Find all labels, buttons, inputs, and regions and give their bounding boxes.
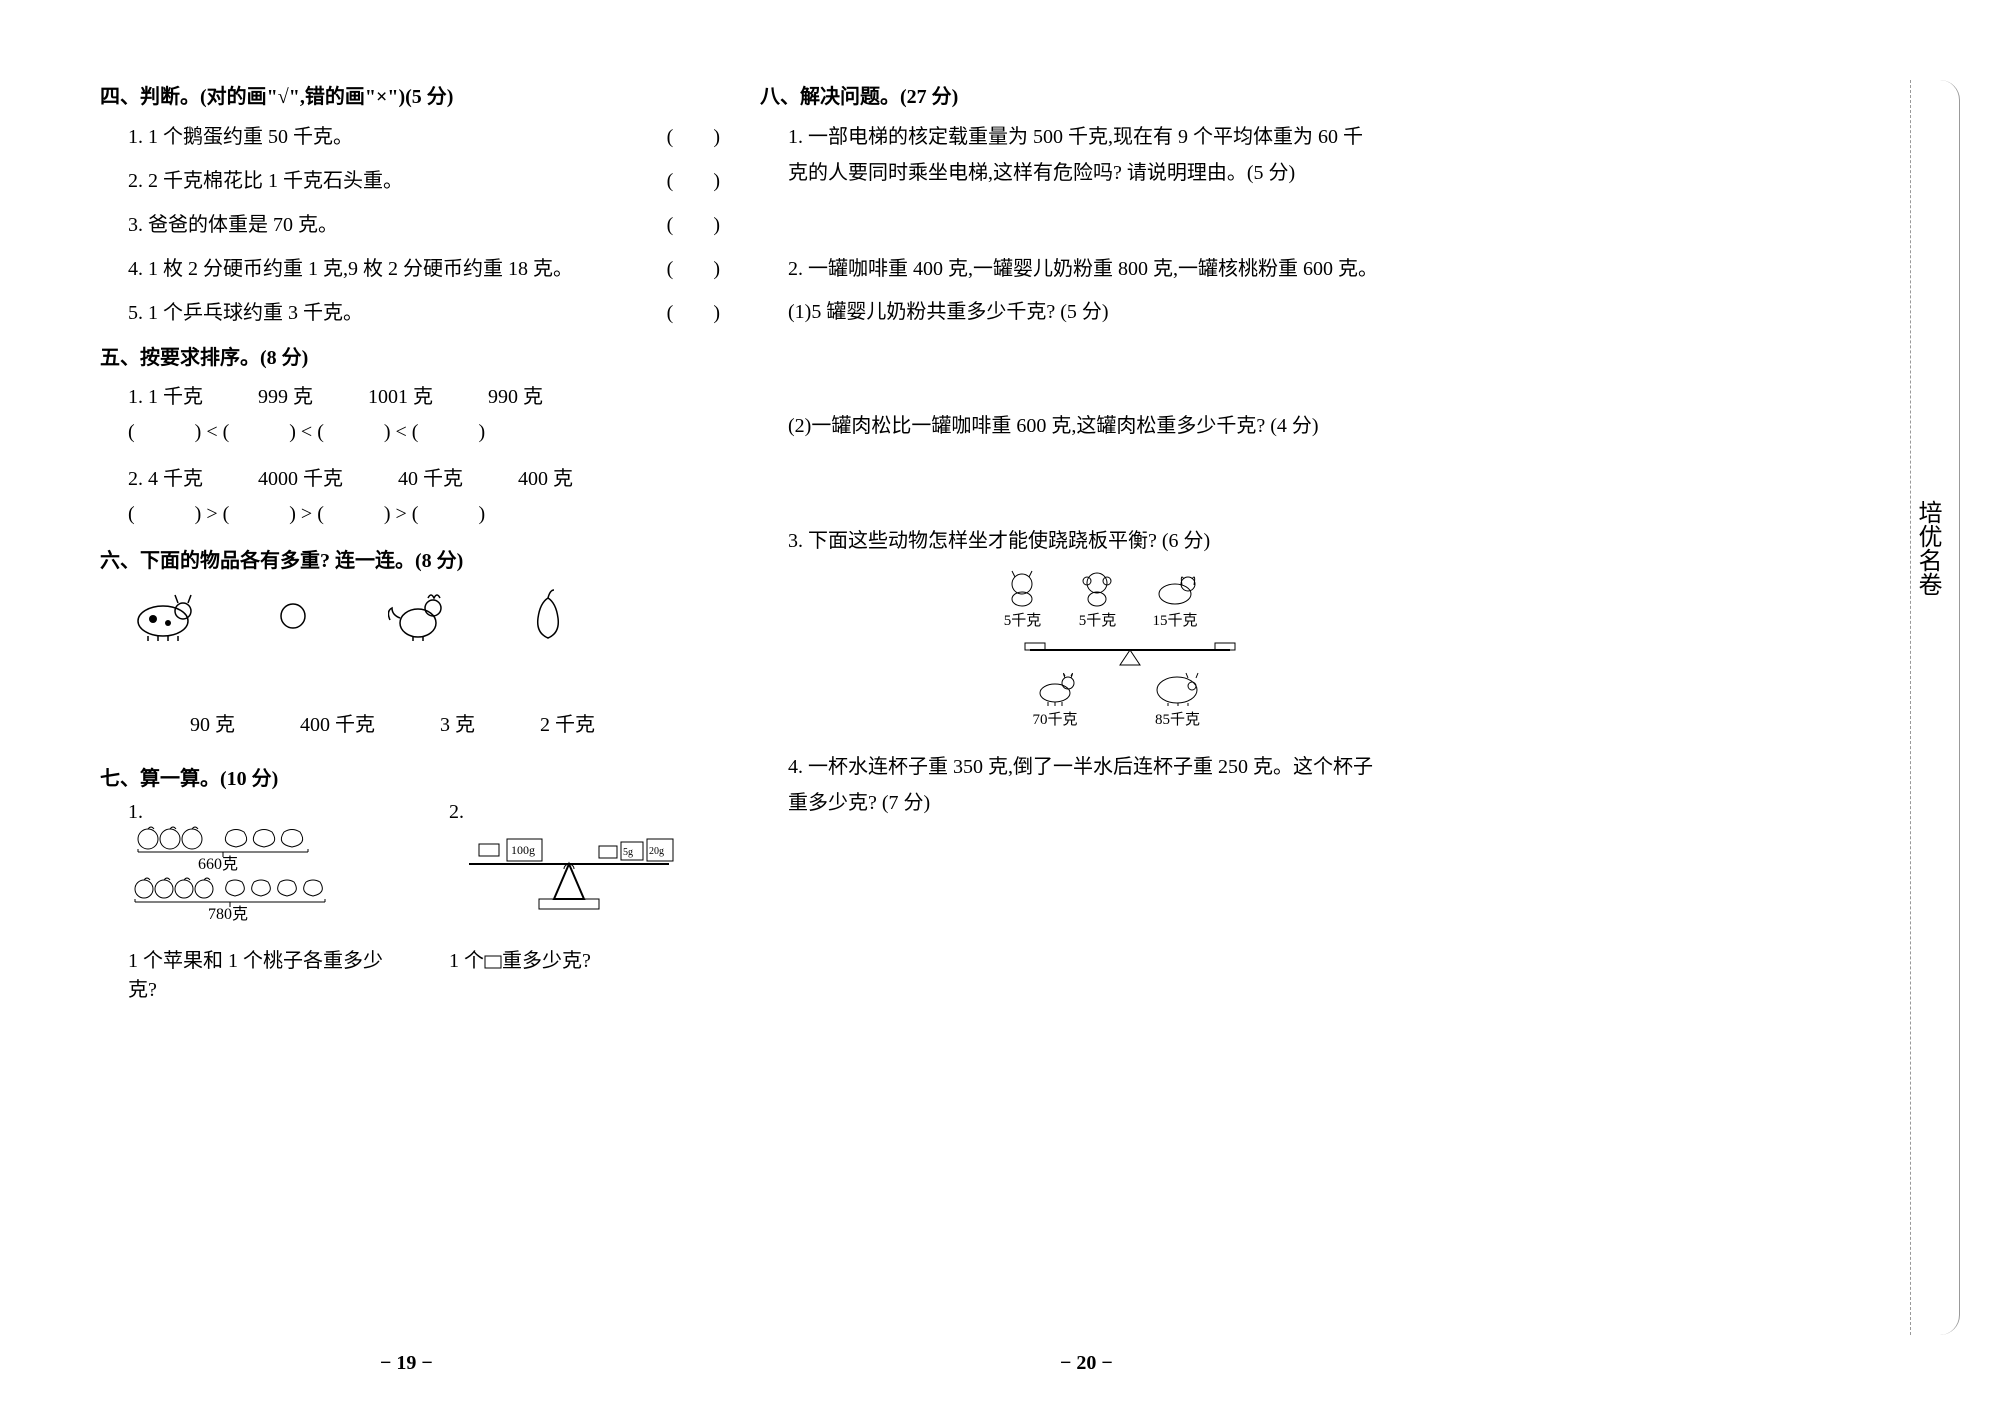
p8-2: 2. 一罐咖啡重 400 克,一罐婴儿奶粉重 800 克,一罐核桃粉重 600 … — [788, 251, 1380, 287]
s5-2-2: 40 千克 — [398, 462, 463, 491]
calc2-num: 2. — [449, 801, 464, 823]
sort-row2: 2. 4 千克 4000 千克 40 千克 400 克 — [128, 462, 720, 491]
s5-1-blank: ( ) < ( ) < ( ) < ( ) — [128, 415, 720, 444]
q4-2-bracket: ( ) — [667, 163, 720, 199]
rooster-icon — [388, 588, 448, 643]
scale-20g: 20g — [649, 846, 664, 857]
monkey: 5千克 — [1075, 569, 1120, 630]
section4-title: 四、判断。(对的画"√",错的画"×")(5 分) — [100, 80, 720, 109]
s5-1-0: 1. 1 千克 — [128, 380, 203, 409]
page-num-19: − 19 − — [380, 1352, 433, 1375]
q4-2-text: 2. 2 千克棉花比 1 千克石头重。 — [128, 170, 403, 192]
label-400kg: 400 千克 — [300, 708, 375, 737]
s5-1-2: 1001 克 — [368, 380, 433, 409]
s5-1-3: 990 克 — [488, 380, 543, 409]
label-2kg: 2 千克 — [540, 708, 595, 737]
s5-2-3: 400 克 — [518, 462, 573, 491]
q4-1-bracket: ( ) — [667, 119, 720, 155]
seesaw-diagram: 5千克 5千克 15千克 70千克 85千克 — [1000, 569, 1380, 729]
calc-row: 1. 660克 — [128, 801, 720, 1002]
s5-2-0: 2. 4 千克 — [128, 462, 203, 491]
section6-title: 六、下面的物品各有多重? 连一连。(8 分) — [100, 544, 720, 573]
scale-diagram: 100g 5g 20g — [449, 824, 689, 934]
q4-4-bracket: ( ) — [667, 251, 720, 287]
section5-title: 五、按要求排序。(8 分) — [100, 341, 720, 370]
q4-3-text: 3. 爸爸的体重是 70 克。 — [128, 214, 338, 236]
sort-row1: 1. 1 千克 999 克 1001 克 990 克 — [128, 380, 720, 409]
s5-2-1: 4000 千克 — [258, 462, 343, 491]
page-num-20: − 20 − — [1060, 1352, 1113, 1375]
p8-4: 4. 一杯水连杯子重 350 克,倒了一半水后连杯子重 250 克。这个杯子重多… — [788, 749, 1380, 821]
q4-4-text: 4. 1 枚 2 分硬币约重 1 克,9 枚 2 分硬币约重 18 克。 — [128, 258, 573, 280]
w780: 780克 — [208, 905, 248, 923]
q4-1: 1. 1 个鹅蛋约重 50 千克。 ( ) — [128, 119, 720, 155]
q4-5-bracket: ( ) — [667, 295, 720, 331]
calc1-num: 1. — [128, 801, 143, 823]
calc2: 2. 100g 5g 20g 1 个重多少克? — [449, 801, 720, 1002]
q4-5-text: 5. 1 个乒乓球约重 3 千克。 — [128, 302, 363, 324]
cow-icon — [128, 591, 198, 641]
dog: 15千克 — [1150, 569, 1200, 630]
s5-2-blank: ( ) > ( ) > ( ) > ( ) — [128, 497, 720, 526]
q4-4: 4. 1 枚 2 分硬币约重 1 克,9 枚 2 分硬币约重 18 克。 ( ) — [128, 251, 720, 287]
cat: 5千克 — [1000, 569, 1045, 630]
scale-100g: 100g — [511, 843, 535, 857]
margin-border — [1910, 80, 1960, 1335]
page-left: 四、判断。(对的画"√",错的画"×")(5 分) 1. 1 个鹅蛋约重 50 … — [100, 80, 720, 1002]
calc2-q: 1 个重多少克? — [449, 944, 720, 973]
pear-icon — [528, 588, 568, 643]
p8-3: 3. 下面这些动物怎样坐才能使跷跷板平衡? (6 分) — [788, 523, 1380, 559]
w660: 660克 — [198, 855, 238, 873]
p8-1: 1. 一部电梯的核定载重量为 500 千克,现在有 9 个平均体重为 60 千克… — [788, 119, 1380, 191]
goat: 70千克 — [1030, 668, 1080, 729]
label-90: 90 克 — [190, 708, 235, 737]
q4-2: 2. 2 千克棉花比 1 千克石头重。 ( ) — [128, 163, 720, 199]
p8-2-2: (2)一罐肉松比一罐咖啡重 600 克,这罐肉松重多少千克? (4 分) — [788, 409, 1380, 438]
q4-1-text: 1. 1 个鹅蛋约重 50 千克。 — [128, 126, 353, 148]
margin-label: 培优名卷 — [1910, 500, 1945, 596]
seesaw-icon — [1000, 638, 1260, 668]
calc1-q: 1 个苹果和 1 个桃子各重多少克? — [128, 944, 399, 1002]
pingpong-icon — [278, 601, 308, 631]
s5-1-1: 999 克 — [258, 380, 313, 409]
fruit-diagram: 660克 780克 — [128, 824, 358, 934]
calc1: 1. 660克 — [128, 801, 399, 1002]
page-right: 八、解决问题。(27 分) 1. 一部电梯的核定载重量为 500 千克,现在有 … — [760, 80, 1380, 876]
q4-3-bracket: ( ) — [667, 207, 720, 243]
label-3g: 3 克 — [440, 708, 475, 737]
q4-5: 5. 1 个乒乓球约重 3 千克。 ( ) — [128, 295, 720, 331]
pig: 85千克 — [1150, 668, 1205, 729]
match-labels: 90 克 400 千克 3 克 2 千克 — [190, 708, 720, 737]
match-images — [128, 588, 720, 643]
section8-title: 八、解决问题。(27 分) — [760, 80, 1380, 109]
section7-title: 七、算一算。(10 分) — [100, 762, 720, 791]
scale-5g: 5g — [623, 847, 633, 858]
p8-2-1: (1)5 罐婴儿奶粉共重多少千克? (5 分) — [788, 295, 1380, 324]
q4-3: 3. 爸爸的体重是 70 克。 ( ) — [128, 207, 720, 243]
